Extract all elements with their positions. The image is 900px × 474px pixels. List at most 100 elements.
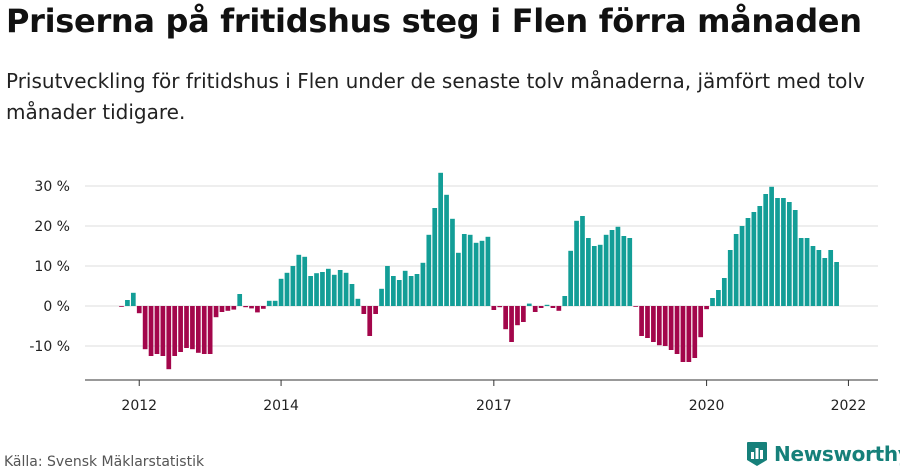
- bar: [509, 306, 514, 342]
- bar: [591, 246, 597, 306]
- x-tick-label: 2014: [263, 398, 299, 414]
- bar: [142, 306, 148, 350]
- bar: [237, 294, 243, 306]
- bar: [757, 206, 763, 306]
- bar: [674, 306, 680, 354]
- bar: [603, 234, 609, 306]
- bar: [751, 212, 757, 306]
- source-note: Källa: Svensk Mäklarstatistik: [4, 454, 205, 470]
- bar: [385, 266, 390, 306]
- bar: [491, 306, 497, 310]
- bar: [781, 198, 786, 306]
- bar: [326, 268, 331, 306]
- bar: [331, 274, 337, 306]
- bar: [337, 270, 343, 306]
- bar: [184, 306, 189, 348]
- bar: [497, 306, 503, 308]
- bar: [302, 256, 308, 306]
- x-tick-label: 2022: [831, 398, 867, 414]
- bar: [792, 210, 798, 306]
- bar: [178, 306, 183, 352]
- bar: [597, 244, 603, 306]
- bar: [367, 306, 373, 336]
- bar: [828, 250, 834, 306]
- bar: [231, 306, 237, 310]
- bar: [314, 273, 319, 306]
- bar: [473, 242, 479, 306]
- bar: [763, 194, 769, 306]
- bar: [586, 238, 591, 306]
- bar: [698, 306, 704, 338]
- y-tick-label: 10 %: [34, 259, 70, 275]
- bar: [355, 298, 361, 306]
- bar: [680, 306, 686, 362]
- bar: [373, 306, 378, 314]
- bar: [503, 306, 508, 330]
- bar: [609, 230, 615, 306]
- bar: [296, 254, 302, 306]
- bar: [668, 306, 674, 350]
- bar: [272, 300, 278, 306]
- y-tick-label: 30 %: [34, 179, 70, 195]
- bar: [349, 284, 355, 306]
- bar: [515, 306, 520, 326]
- page-title: Priserna på fritidshus steg i Flen förra…: [6, 2, 862, 40]
- bar: [450, 218, 455, 306]
- bar: [130, 292, 136, 306]
- bar: [532, 306, 538, 312]
- bar: [278, 278, 284, 306]
- bar: [786, 202, 792, 306]
- bar: [651, 306, 656, 342]
- bar: [361, 306, 367, 314]
- bar: [438, 172, 443, 306]
- bar: [816, 250, 822, 306]
- bar: [195, 306, 201, 353]
- bar: [290, 266, 296, 306]
- brand-logo: Newsworthy: [746, 441, 900, 467]
- bar: [148, 306, 154, 356]
- bar: [456, 252, 461, 306]
- bar: [627, 238, 633, 306]
- bar: [716, 290, 721, 306]
- bar: [556, 306, 562, 311]
- bar: [733, 234, 739, 306]
- bar: [284, 272, 290, 306]
- y-tick-label: -10 %: [29, 339, 70, 355]
- bar: [225, 306, 231, 311]
- bar: [710, 298, 715, 306]
- bar: [574, 220, 579, 306]
- x-tick-label: 2020: [689, 398, 725, 414]
- bar: [544, 304, 550, 306]
- bar: [769, 186, 774, 306]
- bar: [645, 306, 650, 338]
- bar: [804, 238, 810, 306]
- bar: [444, 194, 449, 306]
- newsworthy-icon: [747, 442, 767, 466]
- bar: [160, 306, 166, 356]
- bar: [391, 276, 396, 306]
- bar: [745, 218, 751, 306]
- bar: [656, 306, 662, 346]
- bar: [775, 198, 780, 306]
- bar: [580, 216, 585, 306]
- bar: [562, 296, 568, 306]
- bar: [343, 272, 349, 306]
- bar: [550, 306, 556, 308]
- bar: [379, 288, 384, 306]
- bar: [810, 246, 816, 306]
- bar: [521, 306, 526, 322]
- bar: [639, 306, 644, 336]
- bar: [172, 306, 178, 356]
- data-label: 11 %: [830, 0, 868, 4]
- bar: [721, 278, 727, 306]
- bar: [266, 300, 272, 306]
- page-subtitle: Prisutveckling för fritidshus i Flen und…: [6, 69, 865, 124]
- bar: [538, 306, 544, 308]
- bar: [320, 272, 325, 306]
- bar: [249, 306, 254, 309]
- bar: [615, 226, 621, 306]
- bar: [136, 306, 142, 314]
- bar: [467, 234, 473, 306]
- bar: [166, 306, 172, 370]
